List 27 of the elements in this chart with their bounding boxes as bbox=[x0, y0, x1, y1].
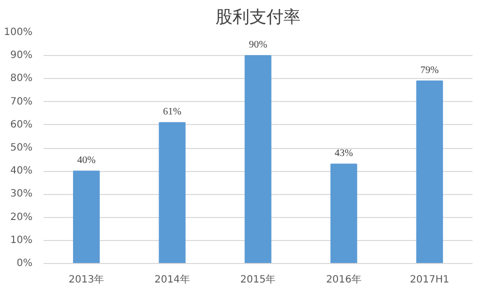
y-tick-label: 90% bbox=[10, 50, 33, 62]
y-tick-label: 70% bbox=[10, 96, 33, 108]
y-tick-label: 30% bbox=[10, 188, 33, 200]
data-label: 61% bbox=[163, 106, 182, 118]
bar bbox=[158, 122, 186, 264]
y-tick-label: 50% bbox=[10, 142, 33, 154]
x-tick-label: 2013年 bbox=[68, 274, 104, 286]
y-tick-label: 40% bbox=[10, 166, 33, 177]
data-label: 40% bbox=[77, 155, 96, 166]
data-label: 43% bbox=[334, 148, 353, 160]
bar bbox=[330, 164, 358, 264]
bar bbox=[73, 170, 100, 264]
y-tick-label: 80% bbox=[10, 73, 33, 84]
y-tick-label: 0% bbox=[16, 258, 33, 269]
y-tick-label: 60% bbox=[10, 119, 33, 130]
y-tick-label: 10% bbox=[10, 234, 33, 246]
data-label: 90% bbox=[248, 40, 268, 51]
y-tick-label: 20% bbox=[10, 212, 33, 223]
chart-title: 股利支付率 bbox=[216, 8, 300, 28]
x-tick-label: 2016年 bbox=[326, 274, 362, 286]
x-tick-label: 2014年 bbox=[154, 274, 190, 286]
y-tick-label: 100% bbox=[4, 27, 33, 38]
data-label: 79% bbox=[420, 65, 439, 76]
x-tick-label: 2015年 bbox=[240, 274, 276, 286]
bar bbox=[244, 55, 272, 264]
bar bbox=[416, 80, 443, 264]
x-tick-label: 2017H1 bbox=[410, 274, 450, 286]
